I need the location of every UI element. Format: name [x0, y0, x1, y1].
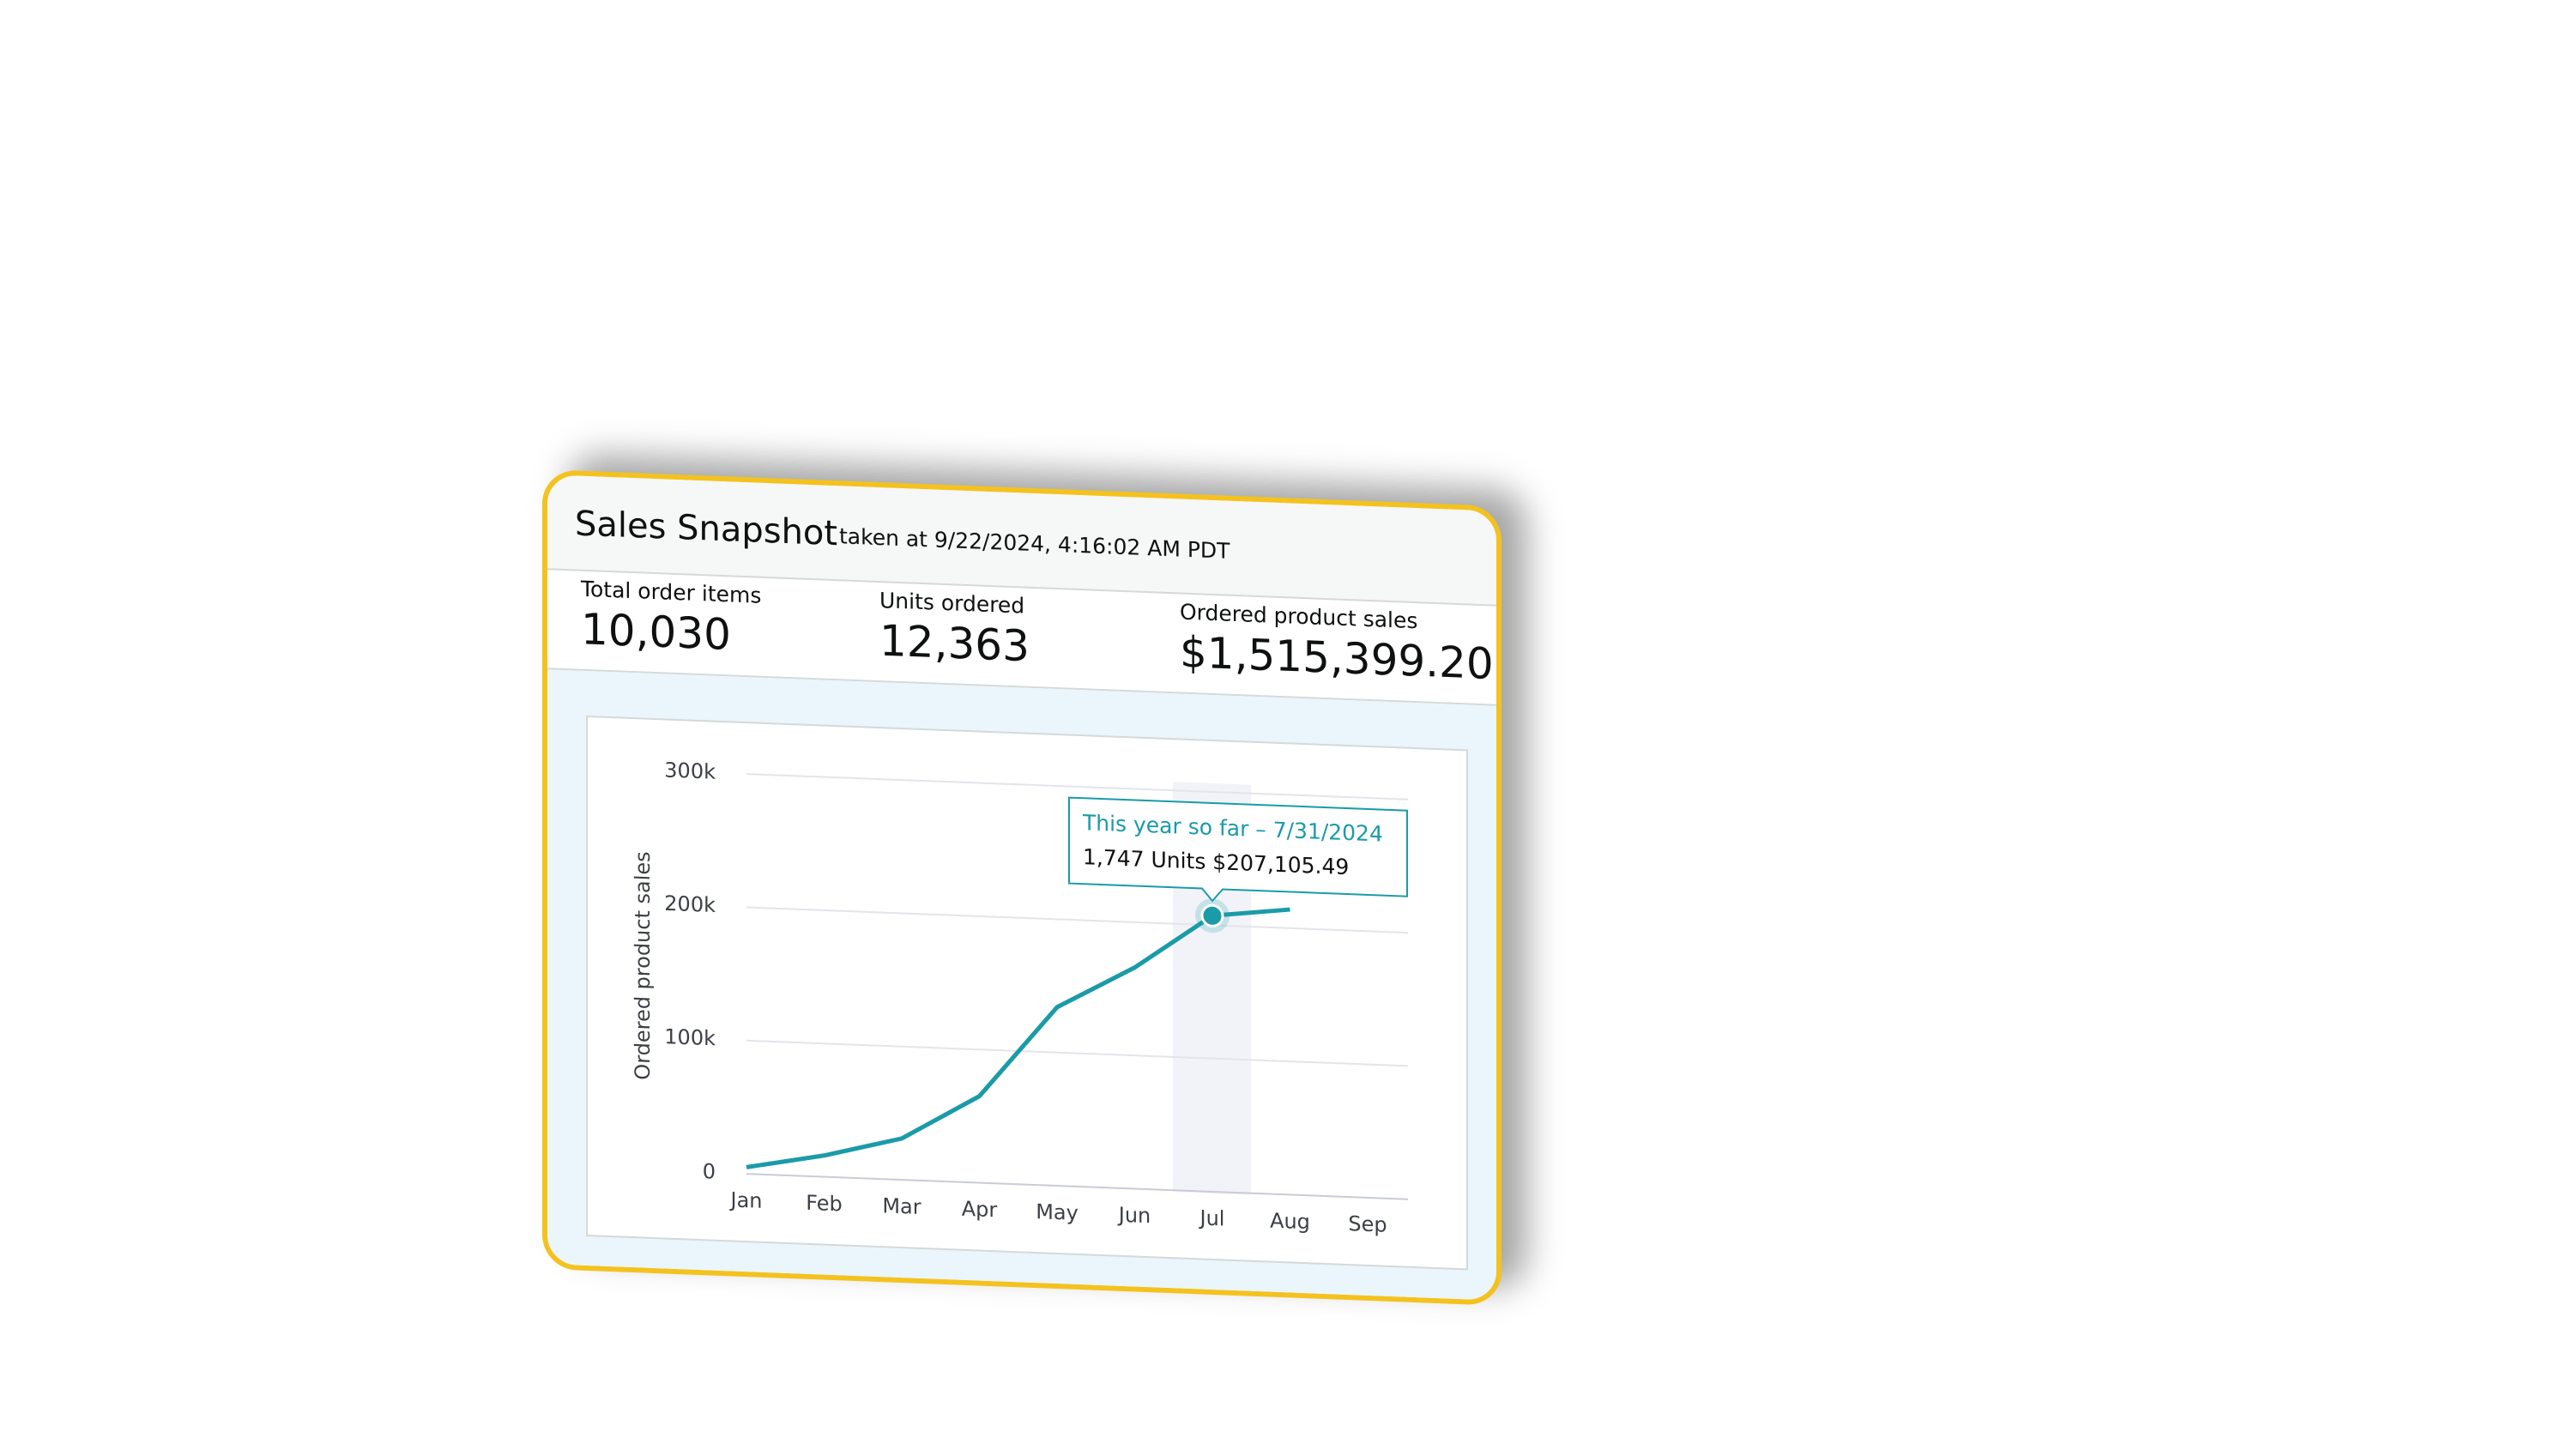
chart-panel [586, 715, 1468, 1271]
x-tick-label: Jun [1117, 1203, 1151, 1229]
y-tick-label: 100k [664, 1024, 716, 1050]
x-tick-label: Apr [962, 1197, 998, 1223]
highlight-point [1200, 903, 1224, 927]
metric-label: Total order items [580, 577, 761, 608]
grid-line [746, 1173, 1408, 1200]
grid-line [746, 773, 1408, 800]
metric-value: $1,515,399.20 [1180, 627, 1494, 689]
series-line [746, 907, 1290, 1169]
x-tick-label: May [1036, 1199, 1079, 1225]
x-tick-label: Feb [806, 1191, 842, 1217]
card-content: Sales Snapshot taken at 9/22/2024, 4:16:… [547, 474, 1502, 1306]
x-tick-label: Jan [729, 1187, 763, 1212]
y-axis-label: Ordered product sales [631, 851, 655, 1080]
plot: 0 100k 200k 300k Jan Feb Mar Apr May Jun Jul Aug Sep… [631, 758, 1408, 1237]
metric-label: Units ordered [879, 588, 1024, 618]
x-tick-label: Jul [1199, 1205, 1225, 1230]
y-tick-label: 0 [703, 1159, 716, 1184]
header-bg [547, 474, 1502, 607]
metric-value: 10,030 [581, 604, 731, 660]
tooltip-box [1068, 796, 1408, 903]
x-tick-label: Aug [1270, 1209, 1310, 1235]
divider [547, 568, 1502, 607]
x-tick-label: Mar [882, 1193, 921, 1219]
x-tick-label: Sep [1348, 1211, 1387, 1237]
sales-snapshot-card: Sales Snapshot taken at 9/22/2024, 4:16:… [542, 469, 1502, 1306]
grid-line [746, 906, 1408, 934]
metric-value: 12,363 [879, 616, 1030, 672]
y-tick-label: 200k [664, 891, 716, 917]
grid-line [746, 1039, 1408, 1067]
divider [547, 668, 1502, 707]
y-tick-label: 300k [664, 758, 716, 783]
